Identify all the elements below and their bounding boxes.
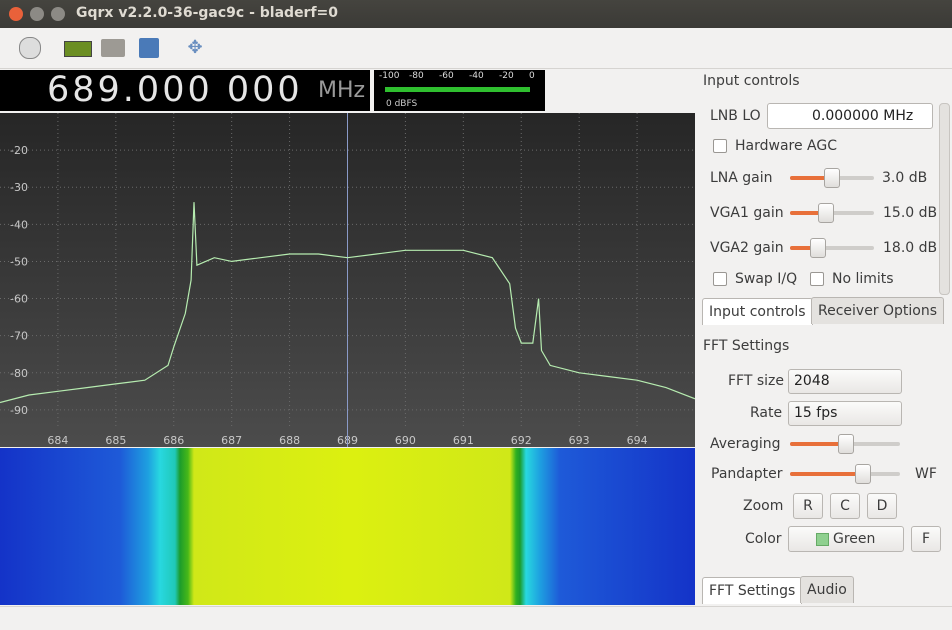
frequency-unit: MHz: [318, 78, 366, 103]
minimize-button[interactable]: [30, 7, 44, 21]
y-tick-label: -30: [10, 181, 28, 194]
vga2-knob[interactable]: [810, 238, 826, 258]
meter-tick-label: 0: [529, 71, 535, 81]
window-title: Gqrx v2.2.0-36-gac9c - bladerf=0: [76, 5, 339, 21]
vga1-label: VGA1 gain: [710, 205, 784, 221]
pandapter-fill: [790, 472, 862, 476]
meter-label: 0 dBFS: [386, 99, 418, 109]
agc-label: Hardware AGC: [735, 138, 837, 154]
nolimits-checkbox[interactable]: [810, 272, 824, 286]
nolimits-label: No limits: [832, 271, 894, 287]
x-tick-label: 691: [453, 434, 474, 447]
vga2-value: 18.0 dB: [883, 240, 938, 256]
color-button[interactable]: [788, 526, 904, 552]
y-tick-label: -70: [10, 330, 28, 343]
pandapter-label: Pandapter: [711, 466, 783, 482]
vga2-fill: [790, 246, 816, 250]
x-tick-label: 686: [163, 434, 184, 447]
vga2-slider[interactable]: [790, 246, 874, 250]
status-bar: [0, 606, 952, 630]
toolbar: [0, 28, 952, 69]
maximize-button[interactable]: [51, 7, 65, 21]
input-controls-title: Input controls: [703, 73, 800, 89]
vga1-fill: [790, 211, 824, 215]
meter-tick-label: -40: [469, 71, 484, 81]
zoom-center[interactable]: C: [830, 493, 860, 519]
waterfall: [0, 448, 695, 605]
x-tick-label: 690: [395, 434, 416, 447]
fft-title: FFT Settings: [703, 338, 790, 354]
vga1-value: 15.0 dB: [883, 205, 938, 221]
agc-checkbox[interactable]: [713, 139, 727, 153]
vga2-label: VGA2 gain: [710, 240, 784, 256]
open-button[interactable]: [101, 39, 125, 57]
save-button[interactable]: [139, 38, 159, 58]
x-tick-label: 692: [511, 434, 532, 447]
averaging-label: Averaging: [710, 436, 781, 452]
rate-combo[interactable]: [788, 401, 902, 426]
scrollbar[interactable]: [939, 103, 950, 295]
device-button[interactable]: [64, 41, 92, 57]
tab-fft-settings[interactable]: FFT Settings: [702, 577, 803, 604]
zoom-demod[interactable]: D: [867, 493, 897, 519]
lnb-label: LNB LO: [710, 108, 761, 124]
x-tick-label: 693: [569, 434, 590, 447]
y-tick-label: -80: [10, 367, 28, 380]
lnb-field[interactable]: [767, 103, 933, 129]
color-swatch: [816, 533, 829, 546]
spectrum-plot: -20 -30 -40 -50 -60 -70 -80 -90 684 685 686 687 688 6…: [0, 113, 695, 447]
swap-label: Swap I/Q: [735, 271, 798, 287]
y-tick-label: -50: [10, 255, 28, 268]
wf-label: WF: [915, 466, 937, 482]
power-button[interactable]: [19, 37, 41, 59]
meter-tick-label: -20: [499, 71, 514, 81]
lnb-value: 0.000000 MHz: [812, 108, 914, 124]
close-button[interactable]: [9, 7, 23, 21]
color-value: Green: [833, 531, 876, 547]
lna-knob[interactable]: [824, 168, 840, 188]
tab-input-controls[interactable]: Input controls: [702, 298, 813, 325]
color-label: Color: [745, 531, 782, 547]
frequency-value: 689.000 000: [47, 70, 303, 110]
zoom-label: Zoom: [743, 498, 784, 514]
meter-bar: [385, 87, 530, 92]
x-tick-label: 684: [47, 434, 68, 447]
fft-size-label: FFT size: [728, 373, 785, 389]
y-tick-label: -40: [10, 218, 28, 231]
x-tick-label: 685: [105, 434, 126, 447]
spectrum-trace: [0, 202, 695, 404]
averaging-fill: [790, 442, 845, 446]
meter-tick-label: -100: [379, 71, 400, 81]
rate-label: Rate: [750, 405, 783, 421]
vga1-knob[interactable]: [818, 203, 834, 223]
lna-value: 3.0 dB: [882, 170, 928, 186]
averaging-knob[interactable]: [838, 434, 854, 454]
meter-tick-label: -60: [439, 71, 454, 81]
fullscreen-button[interactable]: ✥: [187, 37, 203, 58]
meter-tick-label: -80: [409, 71, 424, 81]
rate-value: 15 fps: [794, 405, 838, 421]
fft-size-combo[interactable]: [788, 369, 902, 394]
fft-size-value: 2048: [794, 373, 830, 389]
y-tick-label: -20: [10, 144, 28, 157]
x-tick-label: 688: [279, 434, 300, 447]
y-tick-label: -60: [10, 293, 28, 306]
zoom-reset[interactable]: R: [793, 493, 823, 519]
y-tick-label: -90: [10, 404, 28, 417]
x-tick-label: 694: [627, 434, 648, 447]
pandapter-knob[interactable]: [855, 464, 871, 484]
f-button[interactable]: F: [911, 526, 941, 552]
lna-label: LNA gain: [710, 170, 773, 186]
tab-audio[interactable]: Audio: [800, 576, 854, 603]
frequency-display: [0, 70, 370, 111]
lna-fill: [790, 176, 830, 180]
x-tick-label: 687: [221, 434, 242, 447]
title-bar: [0, 0, 952, 28]
swap-checkbox[interactable]: [713, 272, 727, 286]
tab-receiver-options[interactable]: Receiver Options: [811, 297, 945, 324]
